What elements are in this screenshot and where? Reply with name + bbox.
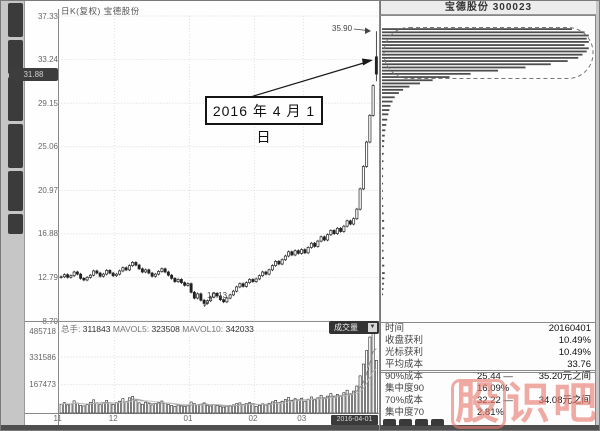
zongshou-value: 311843	[82, 324, 111, 334]
stats-mid-value: 25.44 —	[477, 371, 513, 382]
chip-stats-table: 时间 20160401 收盘获利 10.49% 光标获利 10.49% 平均成本 33.76 9…	[381, 323, 596, 419]
stats-label: 90%成本	[385, 371, 424, 382]
volume-indicator-selector[interactable]: 成交量 ▼	[329, 321, 379, 334]
stats-label: 集中度90	[385, 383, 425, 394]
stats-value: 10.49%	[558, 347, 591, 358]
price-tick: 20.97	[37, 185, 58, 195]
stats-value: 34.08元之间	[538, 395, 591, 406]
chip-panel-background	[380, 1, 596, 425]
current-price-badge: 31.88	[9, 68, 58, 81]
mavol5-label: MAVOL5:	[112, 324, 150, 334]
stats-mid-value: 16.09%	[477, 383, 510, 394]
chip-distribution-series	[382, 28, 589, 296]
month-label: 12	[108, 414, 118, 423]
volume-series	[59, 330, 378, 414]
stats-value: 33.76	[567, 359, 591, 370]
price-tick: 25.06	[37, 142, 58, 152]
price-tick: 33.24	[37, 55, 58, 65]
cursor-date-badge: 2016-04-01	[331, 415, 378, 425]
trough-price-label: 10.13	[207, 291, 228, 300]
price-tick: 37.33	[37, 11, 58, 21]
stats-mid-value: 32.22 —	[477, 395, 513, 406]
mavol5-value: 323508	[151, 324, 180, 334]
sidebar-tab-1[interactable]	[8, 3, 23, 37]
stats-row: 90%成本 25.44 — 35.20元之间	[381, 371, 596, 383]
stats-value: 20160401	[548, 323, 591, 334]
stats-row: 收盘获利 10.49%	[381, 335, 596, 347]
stats-value: 10.49%	[558, 335, 591, 346]
stats-mid-value: 2.81%	[477, 407, 504, 418]
stats-row: 70%成本 32.22 — 34.08元之间	[381, 395, 596, 407]
price-tick: 12.79	[37, 272, 58, 282]
annotation-arrow	[246, 58, 373, 99]
zongshou-label: 总手:	[61, 324, 81, 334]
stats-label: 光标获利	[385, 347, 424, 358]
date-annotation-box: 2016 年 4 月 1 日	[205, 96, 323, 145]
month-label: 02	[248, 414, 258, 423]
stats-label: 70%成本	[385, 395, 424, 406]
mavol10-label: MAVOL10:	[182, 324, 224, 334]
panel-tab-1[interactable]	[383, 419, 396, 426]
stats-label: 集中度70	[385, 407, 425, 418]
stats-label: 收盘获利	[385, 335, 424, 346]
panel-tab-3[interactable]	[415, 419, 428, 426]
month-label: 03	[297, 414, 307, 423]
price-tick: 29.15	[37, 98, 58, 108]
candlestick-series	[59, 31, 378, 306]
sidebar-tab-2[interactable]	[8, 40, 23, 74]
window-bottom-bar	[1, 425, 599, 430]
peak-pointer-arrow	[353, 27, 371, 34]
stock-title: 宝德股份 300023	[381, 1, 596, 15]
volume-tick: 485718	[29, 326, 56, 336]
stats-value: 35.20元之间	[538, 371, 591, 382]
sidebar-tab-5[interactable]	[8, 171, 23, 211]
volume-tick: 331586	[29, 352, 56, 362]
stats-row: 光标获利 10.49%	[381, 347, 596, 359]
main-chart-background	[25, 1, 380, 425]
chart-title-line: 日K(复权) 宝德股份	[61, 6, 140, 16]
month-label: 01	[183, 414, 193, 423]
volume-selector-label: 成交量	[334, 323, 358, 332]
peak-price-label: 35.90	[332, 24, 353, 33]
window-right-margin	[596, 1, 599, 430]
stats-row: 平均成本 33.76	[381, 359, 596, 371]
month-label: 11	[53, 414, 62, 423]
chevron-down-icon[interactable]: ▼	[368, 323, 377, 332]
trough-leader-line	[203, 297, 212, 308]
stats-label: 平均成本	[385, 359, 424, 370]
sidebar-tab-3[interactable]	[8, 77, 23, 121]
mavol10-value: 342033	[225, 324, 254, 334]
mavol10-line	[61, 367, 377, 407]
panel-tab-4[interactable]	[431, 419, 444, 426]
stats-label: 时间	[385, 323, 405, 334]
volume-info-line: 总手: 311843 MAVOL5: 323508 MAVOL10: 34203…	[61, 323, 254, 335]
panel-tab-2[interactable]	[399, 419, 412, 426]
stats-divider	[381, 370, 596, 373]
stats-row: 集中度90 16.09%	[381, 383, 596, 395]
chip-highlight-ellipse	[383, 27, 594, 79]
price-tick: 16.88	[37, 229, 58, 239]
sidebar-tab-6[interactable]	[8, 214, 23, 234]
volume-tick: 167473	[29, 380, 56, 390]
stats-row: 时间 20160401	[381, 323, 596, 335]
sidebar-tab-4[interactable]	[8, 124, 23, 168]
stats-row: 集中度70 2.81%	[381, 407, 596, 419]
